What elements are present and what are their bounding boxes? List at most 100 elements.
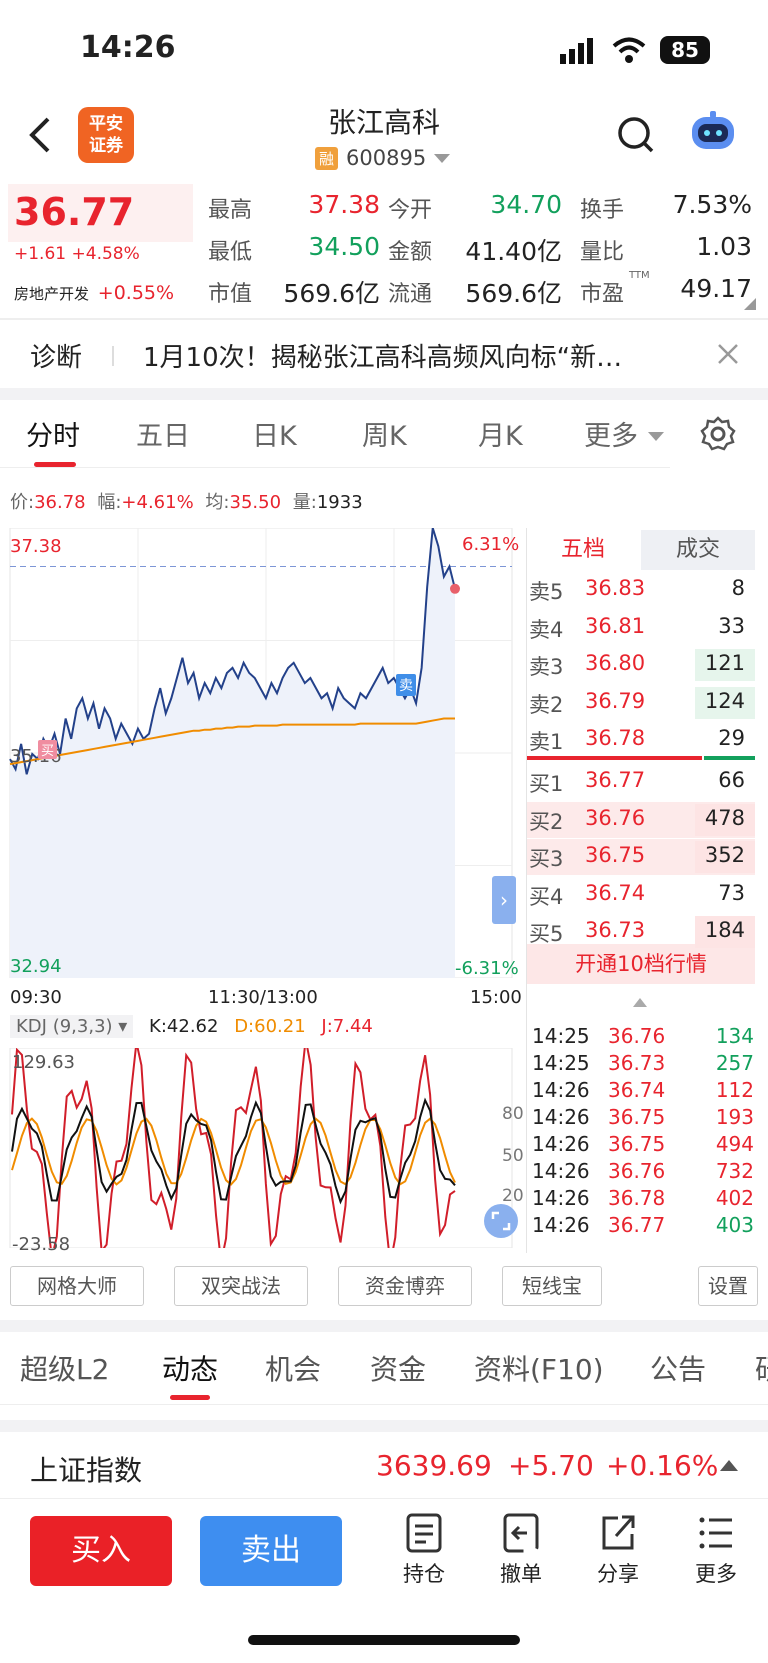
caret-up-icon (720, 1460, 738, 1471)
trade-time: 14:26 (532, 1186, 590, 1210)
amp-label: 幅: (97, 492, 122, 513)
kdj-j: J:7.44 (321, 1016, 373, 1037)
average-line (9, 717, 455, 766)
x-label-open: 09:30 (10, 987, 62, 1008)
share-label: 分享 (597, 1562, 639, 1586)
close-icon[interactable] (716, 342, 740, 370)
tool-button[interactable]: 资金博弈 (338, 1266, 472, 1306)
more-action[interactable]: 更多 (684, 1512, 748, 1588)
tab-3[interactable]: 周K (362, 421, 407, 452)
news-bar[interactable]: 诊断 1月10次！揭秘张江高科高频风向标“新… (0, 322, 768, 388)
section-tab[interactable]: 资料(F10) (474, 1353, 604, 1386)
trade-price: 36.77 (608, 1213, 666, 1237)
tab-2[interactable]: 日K (252, 421, 297, 452)
stat-label: 最高 (208, 198, 253, 223)
expand-corner-icon[interactable] (744, 298, 756, 310)
tab-1[interactable]: 五日 (136, 421, 190, 452)
section-tab[interactable]: 超级L2 (20, 1353, 110, 1386)
stock-code-row[interactable]: 融 600895 (315, 145, 451, 171)
buy-label: 买入 (71, 1533, 131, 1568)
order-row[interactable]: 卖5 36.83 8 (527, 572, 755, 608)
stat-value: 34.50 (308, 232, 380, 261)
chevron-right-icon[interactable]: › (492, 876, 516, 924)
positions-action[interactable]: 持仓 (392, 1512, 456, 1588)
tab-trades[interactable]: 成交 (641, 530, 755, 570)
order-row[interactable]: 买3 36.75 352 (527, 839, 755, 875)
trade-row: 14:26 36.74 112 (530, 1078, 760, 1105)
section-tab[interactable]: 公告 (650, 1353, 707, 1386)
settings-icon[interactable] (700, 416, 736, 456)
sector-row[interactable]: 房地产开发 +0.55% (14, 282, 174, 304)
logo-line2: 证券 (89, 136, 123, 156)
menu-icon (699, 1517, 732, 1549)
order-row[interactable]: 买5 36.73 184 (527, 914, 755, 950)
order-row[interactable]: 卖4 36.81 33 (527, 610, 755, 646)
trade-row: 14:26 36.78 402 (530, 1186, 760, 1213)
share-action[interactable]: 分享 (586, 1512, 650, 1588)
trade-time: 14:26 (532, 1078, 590, 1102)
sell-label: 卖出 (241, 1533, 301, 1568)
order-volume: 124 (704, 688, 745, 713)
pct-top-label: 6.31% (462, 534, 520, 555)
promo-button[interactable]: 开通10档行情 (527, 944, 755, 984)
trade-time: 14:26 (532, 1132, 590, 1156)
gap (0, 388, 768, 400)
tab-0[interactable]: 分时 (26, 421, 80, 452)
search-icon[interactable] (616, 115, 656, 159)
buy-button[interactable]: 买入 (30, 1516, 172, 1586)
divider (0, 1498, 768, 1499)
index-bar[interactable]: 上证指数 3639.69 +5.70 +0.16% (0, 1432, 768, 1498)
tool-button[interactable]: 短线宝 (502, 1266, 602, 1306)
kdj-j-line (11, 1048, 456, 1248)
kdj-max-label: 129.63 (12, 1052, 75, 1073)
change-abs: +1.61 (14, 244, 67, 264)
x-label-close: 15:00 (470, 987, 522, 1008)
section-tab[interactable]: 研 (755, 1348, 768, 1388)
order-row[interactable]: 卖1 36.78 29 (527, 722, 755, 758)
trade-price: 36.76 (608, 1024, 666, 1048)
order-row[interactable]: 买2 36.76 478 (527, 801, 755, 838)
tab-4[interactable]: 月K (478, 421, 523, 452)
section-underline (170, 1395, 210, 1400)
robot-assistant-icon[interactable] (688, 109, 738, 159)
caret-up-icon[interactable] (633, 998, 647, 1007)
pct-bottom-label: -6.31% (455, 958, 519, 979)
order-volume: 121 (704, 651, 745, 675)
kdj-selector[interactable]: KDJ (9,3,3) ▾ (10, 1015, 134, 1038)
trade-price: 36.75 (608, 1105, 666, 1129)
news-text: 1月10次！揭秘张江高科高频风向标“新… (143, 343, 623, 373)
section-tab[interactable]: 资金 (370, 1353, 427, 1386)
tool-button[interactable]: 网格大师 (10, 1266, 144, 1306)
back-icon[interactable] (26, 115, 54, 159)
price-change: +1.61 +4.58% (14, 244, 140, 264)
order-row[interactable]: 卖3 36.80 121 (527, 647, 755, 683)
intraday-chart[interactable] (0, 528, 520, 978)
order-row[interactable]: 卖2 36.79 124 (527, 685, 755, 721)
trade-price: 36.78 (608, 1186, 666, 1210)
wifi-icon (612, 36, 646, 68)
kdj-d-line (11, 1117, 456, 1186)
stat-value: 569.6亿 (465, 279, 562, 308)
stat-value: 34.70 (490, 190, 562, 219)
chart-border (526, 528, 527, 1253)
section-tab[interactable]: 动态 (162, 1353, 219, 1386)
fullscreen-icon[interactable] (484, 1204, 518, 1238)
tab-five-levels[interactable]: 五档 (527, 530, 639, 570)
tool-button[interactable]: 设置 (698, 1266, 758, 1306)
tab-5[interactable]: 更多 (584, 421, 638, 452)
order-row[interactable]: 买4 36.74 73 (527, 877, 755, 913)
section-tab[interactable]: 机会 (265, 1353, 322, 1386)
volume-bg (695, 649, 755, 681)
sell-marker[interactable]: 卖 (396, 674, 416, 696)
cancel-order-action[interactable]: 撤单 (489, 1512, 553, 1588)
trade-volume: 257 (715, 1051, 754, 1075)
order-price: 36.81 (585, 613, 646, 638)
buy-marker[interactable]: 买 (38, 740, 58, 759)
share-icon (602, 1515, 635, 1550)
sell-button[interactable]: 卖出 (200, 1516, 342, 1586)
trade-price: 36.76 (608, 1159, 666, 1183)
order-label: 买2 (529, 809, 564, 834)
order-row[interactable]: 买1 36.77 66 (527, 764, 755, 800)
info-vol: 1933 (316, 492, 363, 513)
tool-button[interactable]: 双突战法 (174, 1266, 308, 1306)
